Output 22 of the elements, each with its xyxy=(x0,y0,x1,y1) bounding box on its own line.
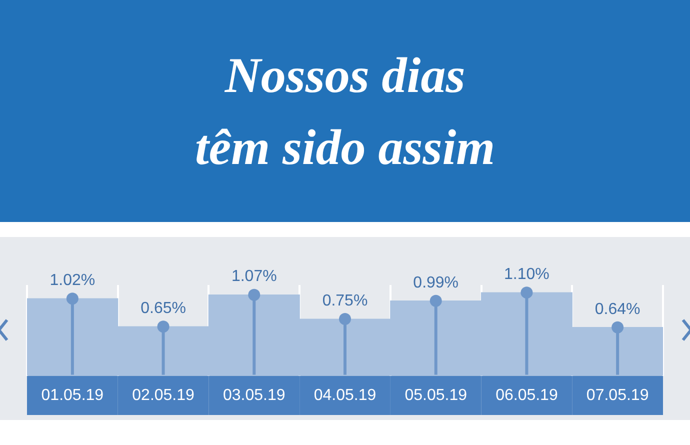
data-label: 0.99% xyxy=(413,274,459,292)
data-label: 1.10% xyxy=(504,266,550,283)
data-label: 1.07% xyxy=(231,268,277,286)
x-tick-label: 07.05.19 xyxy=(586,386,649,404)
data-label: 0.65% xyxy=(140,300,186,318)
x-tick-label: 04.05.19 xyxy=(314,386,376,404)
data-label: 0.75% xyxy=(322,292,368,310)
chart-title: Nossos dias têm sido assim xyxy=(194,46,496,177)
point xyxy=(157,320,170,333)
point xyxy=(339,313,351,326)
point xyxy=(430,294,442,307)
point xyxy=(520,286,533,299)
x-tick-label: 05.05.19 xyxy=(404,386,468,404)
data-label: 1.02% xyxy=(50,272,96,290)
point xyxy=(248,288,260,301)
x-tick-label: 01.05.19 xyxy=(41,386,104,404)
data-label: 0.64% xyxy=(594,300,640,318)
x-tick-label: 02.05.19 xyxy=(132,386,195,404)
x-tick-label: 03.05.19 xyxy=(223,386,286,404)
point xyxy=(612,321,624,334)
x-tick-label: 06.05.19 xyxy=(496,386,558,404)
point xyxy=(66,292,78,305)
